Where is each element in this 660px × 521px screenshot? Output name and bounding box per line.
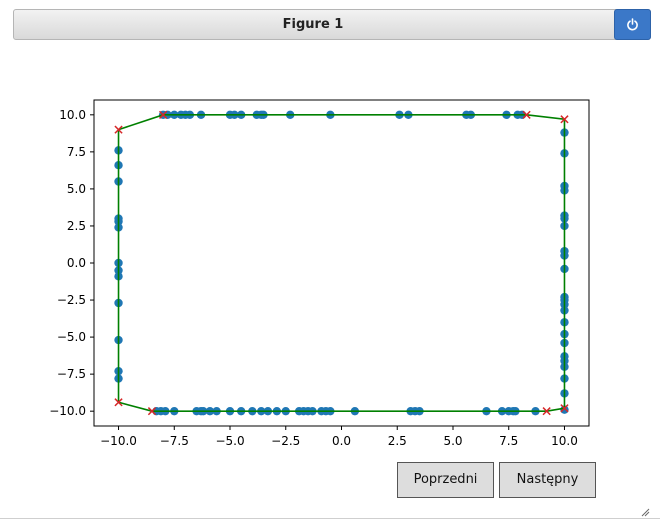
x-tick-label: −2.5 — [271, 434, 300, 448]
x-tick-label: 2.5 — [388, 434, 407, 448]
scatter-plot: −10.0 −7.5 −5.0 −2.5 0.0 2.5 5.0 7.5 10.0 10.0 7.5… — [49, 99, 590, 448]
y-tick-label: −7.5 — [57, 367, 86, 381]
y-tick-label: −10.0 — [49, 404, 86, 418]
hull-vertex-marker — [560, 404, 569, 413]
window-title: Figure 1 — [282, 17, 344, 32]
plot-area — [93, 99, 590, 427]
hull-vertex-marker — [158, 110, 168, 119]
x-tick-label: 5.0 — [443, 434, 462, 448]
next-button[interactable]: Następny — [499, 462, 596, 498]
x-tick-label: −10.0 — [100, 434, 137, 448]
power-icon — [627, 18, 638, 31]
power-button[interactable] — [614, 9, 651, 40]
resize-grip-icon[interactable] — [641, 508, 650, 517]
y-tick-label: −2.5 — [57, 293, 86, 307]
x-tick-label: 10.0 — [551, 434, 578, 448]
y-tick-label: 10.0 — [59, 108, 86, 122]
data-point — [560, 405, 569, 414]
y-tick-label: −5.0 — [57, 330, 86, 344]
previous-button[interactable]: Poprzedni — [397, 462, 494, 498]
y-tick-label: 0.0 — [67, 256, 86, 270]
y-tick-label: 5.0 — [67, 182, 86, 196]
hull-vertex-marker — [560, 115, 569, 124]
hull-vertex-marker — [542, 407, 551, 416]
x-tick-label: 0.0 — [332, 434, 351, 448]
x-tick-label: 7.5 — [499, 434, 518, 448]
x-tick-label: −5.0 — [215, 434, 244, 448]
x-tick-label: −7.5 — [160, 434, 189, 448]
y-tick-label: 2.5 — [67, 219, 86, 233]
hull-vertex-marker — [522, 110, 531, 119]
hull-vertex-marker — [114, 125, 123, 134]
y-tick-label: 7.5 — [67, 145, 86, 159]
hull-vertex-marker — [147, 407, 157, 416]
status-divider — [0, 518, 660, 519]
window-titlebar: Figure 1 — [13, 9, 651, 40]
hull-vertex-marker — [114, 398, 123, 407]
